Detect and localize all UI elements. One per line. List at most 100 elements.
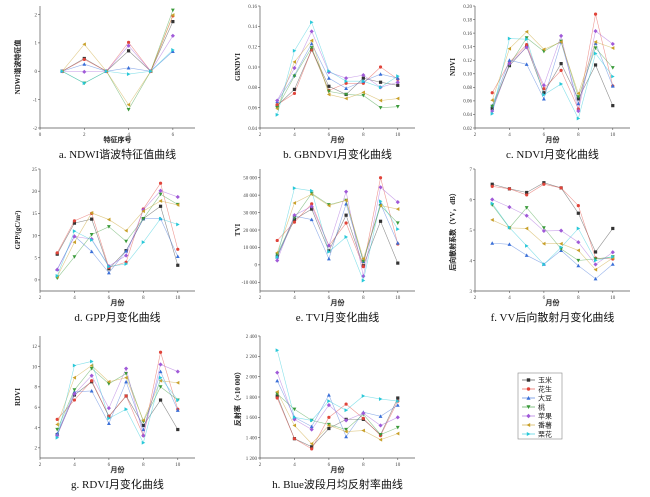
data-point — [292, 220, 297, 224]
data-point — [344, 408, 349, 413]
data-point — [327, 84, 331, 88]
data-point — [525, 37, 529, 42]
data-point — [576, 108, 581, 114]
y-tick-label: 0.10 — [463, 73, 472, 78]
data-point — [361, 394, 366, 398]
data-point — [141, 440, 146, 445]
data-point — [378, 106, 383, 110]
y-tick-label: 6 — [35, 406, 38, 411]
data-point — [82, 42, 86, 47]
data-point — [124, 239, 129, 244]
y-tick-label: 1 200 — [246, 457, 258, 462]
data-point — [124, 375, 128, 380]
series-line — [492, 182, 614, 253]
data-point — [72, 388, 77, 392]
data-point — [292, 74, 297, 79]
x-tick-label: 4 — [293, 133, 296, 138]
data-point — [292, 415, 297, 420]
x-tick-label: 4 — [508, 133, 511, 138]
series-line — [277, 48, 398, 106]
data-point — [490, 201, 495, 206]
data-point — [124, 407, 129, 412]
x-tick-label: 2 — [39, 296, 42, 301]
series-line — [62, 49, 174, 84]
data-point — [344, 427, 349, 432]
data-point — [378, 423, 383, 428]
legend-item: 玉米 — [522, 376, 552, 385]
legend-marker-icon — [526, 378, 531, 382]
x-tick-label: 2 — [83, 133, 86, 138]
data-point — [344, 434, 349, 439]
data-point — [524, 29, 529, 34]
data-point — [559, 245, 564, 250]
y-tick-label: 2 200 — [246, 355, 258, 360]
data-point — [361, 265, 365, 269]
y-tick-label: 0.16 — [463, 32, 472, 37]
data-point — [141, 418, 145, 423]
y-tick-label: 0.06 — [248, 106, 257, 111]
data-point — [292, 186, 297, 191]
data-point — [175, 194, 180, 200]
x-tick-label: 2 — [474, 296, 477, 301]
data-point — [611, 254, 615, 259]
data-point — [344, 76, 349, 81]
data-point — [158, 188, 163, 193]
data-point — [396, 74, 400, 79]
data-point — [176, 247, 180, 251]
data-point — [396, 261, 400, 265]
y-tick-label: 0.08 — [463, 86, 472, 91]
data-point — [309, 29, 314, 34]
data-point — [593, 258, 598, 263]
series-line — [276, 186, 398, 277]
data-point — [176, 222, 180, 227]
data-point — [310, 418, 314, 423]
series-栗花 — [55, 216, 180, 278]
y-tick-label: 7 — [470, 168, 473, 173]
y-tick-label: -1 — [33, 98, 38, 103]
series-line — [276, 350, 398, 421]
data-point — [378, 176, 383, 180]
x-axis-label: 月份 — [545, 298, 561, 307]
y-tick-label: 15 — [32, 212, 38, 217]
x-tick-label: 0 — [39, 133, 42, 138]
series-line — [276, 187, 399, 282]
data-point — [396, 396, 400, 400]
data-point — [576, 248, 580, 253]
data-point — [610, 41, 615, 47]
data-point — [275, 255, 280, 259]
data-point — [344, 92, 349, 97]
data-point — [176, 398, 180, 402]
data-point — [490, 104, 495, 109]
y-tick-label: 2 — [35, 447, 38, 452]
y-axis-label: TVI — [234, 224, 242, 237]
data-point — [55, 267, 60, 272]
series-栗花 — [275, 20, 400, 117]
series-line — [56, 218, 179, 274]
data-point — [395, 207, 400, 212]
data-point — [141, 433, 146, 438]
x-tick-label: 8 — [577, 296, 580, 301]
y-tick-label: 6 — [470, 198, 473, 203]
chart-panel-3: 2 4 6 8 10 0.02 0.04 0.06 0.08 0.10 0.12 0.14 0.16 0.… — [449, 5, 630, 161]
data-point — [378, 85, 383, 90]
data-point — [576, 204, 580, 208]
data-point — [72, 255, 77, 259]
legend-label: 番薯 — [538, 421, 552, 430]
data-point — [490, 106, 494, 110]
data-point — [378, 80, 383, 84]
series-line — [56, 205, 179, 270]
data-point — [90, 379, 94, 383]
data-point — [524, 213, 529, 218]
data-point — [344, 86, 349, 90]
data-point — [107, 264, 111, 269]
x-tick-label: 6 — [108, 296, 111, 301]
series-line — [56, 364, 178, 436]
series-line — [56, 193, 178, 279]
y-tick-label: 1 800 — [246, 396, 258, 401]
data-point — [72, 219, 77, 223]
series-line — [62, 35, 174, 73]
x-tick-label: 4 — [293, 296, 296, 301]
x-tick-label: 6 — [328, 133, 331, 138]
x-tick-label: 10 — [395, 133, 401, 138]
series-line — [276, 372, 398, 430]
